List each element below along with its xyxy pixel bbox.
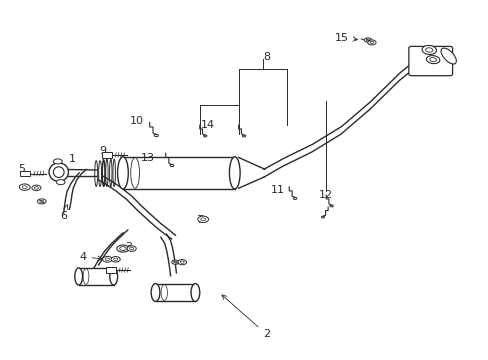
Text: 10: 10 (129, 116, 143, 126)
Text: 15: 15 (334, 33, 357, 43)
Ellipse shape (191, 284, 200, 301)
Ellipse shape (110, 268, 117, 285)
Text: 16: 16 (409, 63, 423, 72)
Text: 4: 4 (79, 252, 102, 262)
Ellipse shape (37, 199, 46, 204)
Text: 13: 13 (140, 153, 154, 163)
Text: 6: 6 (60, 205, 68, 221)
FancyBboxPatch shape (105, 267, 115, 273)
Ellipse shape (364, 38, 371, 42)
Text: 8: 8 (262, 52, 269, 62)
Ellipse shape (111, 257, 120, 262)
FancyBboxPatch shape (102, 152, 111, 158)
Ellipse shape (367, 40, 375, 45)
FancyBboxPatch shape (122, 157, 234, 189)
Ellipse shape (32, 185, 41, 190)
Ellipse shape (56, 180, 65, 185)
Text: 14: 14 (201, 120, 215, 130)
Text: 11: 11 (270, 185, 284, 195)
FancyBboxPatch shape (79, 268, 114, 285)
Ellipse shape (229, 157, 240, 189)
Text: 1: 1 (69, 154, 76, 164)
Ellipse shape (75, 268, 82, 285)
Ellipse shape (49, 163, 68, 181)
FancyBboxPatch shape (20, 171, 30, 176)
Ellipse shape (178, 260, 186, 265)
Text: 5: 5 (18, 163, 25, 174)
Text: 12: 12 (319, 190, 332, 200)
Ellipse shape (151, 284, 160, 301)
Ellipse shape (426, 55, 439, 64)
Text: 3: 3 (125, 242, 132, 252)
Ellipse shape (53, 159, 62, 164)
Ellipse shape (117, 157, 128, 189)
Ellipse shape (20, 184, 30, 190)
Ellipse shape (171, 260, 179, 264)
Ellipse shape (421, 45, 436, 54)
FancyBboxPatch shape (155, 284, 195, 301)
FancyBboxPatch shape (408, 46, 452, 76)
Ellipse shape (127, 246, 136, 251)
Ellipse shape (102, 256, 112, 262)
Text: 2: 2 (222, 295, 269, 339)
Text: 7: 7 (196, 215, 203, 225)
Ellipse shape (440, 48, 455, 64)
Text: 9: 9 (99, 147, 106, 157)
Ellipse shape (198, 216, 208, 222)
Ellipse shape (117, 245, 129, 252)
